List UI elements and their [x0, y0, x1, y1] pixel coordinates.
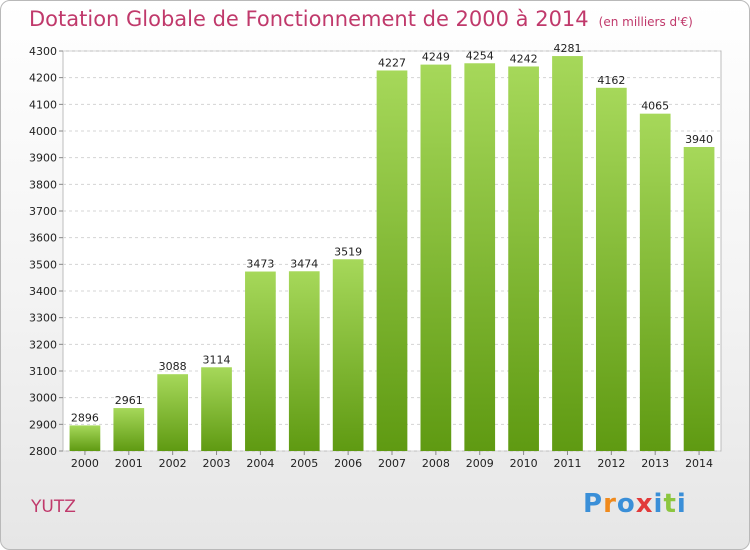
chart-subtitle: (en milliers d'€)	[598, 15, 693, 29]
x-tick-label: 2014	[685, 457, 713, 470]
bar-value-label: 3088	[159, 360, 187, 373]
logo-letter: r	[603, 489, 617, 519]
x-tick-label: 2011	[553, 457, 581, 470]
y-tick-label: 3400	[29, 285, 57, 298]
bar-value-label: 3473	[246, 258, 274, 271]
x-tick-label: 2005	[290, 457, 318, 470]
bar-value-label: 2896	[71, 411, 99, 424]
y-tick-label: 4300	[29, 45, 57, 58]
bar	[157, 374, 189, 451]
x-tick-label: 2008	[422, 457, 450, 470]
x-tick-label: 2002	[159, 457, 187, 470]
bar	[376, 70, 408, 451]
bar	[69, 425, 101, 451]
bar	[245, 271, 276, 451]
y-tick-label: 4000	[29, 125, 57, 138]
x-tick-label: 2003	[203, 457, 231, 470]
bar-value-label: 4227	[378, 56, 406, 69]
x-tick-label: 2009	[466, 457, 494, 470]
x-tick-label: 2007	[378, 457, 406, 470]
x-tick-label: 2010	[510, 457, 538, 470]
x-tick-label: 2000	[71, 457, 99, 470]
y-tick-label: 2900	[29, 418, 57, 431]
bar	[420, 64, 452, 451]
x-tick-label: 2001	[115, 457, 143, 470]
bar-value-label: 4254	[466, 49, 494, 62]
bar-value-label: 4162	[597, 74, 625, 87]
bar-value-label: 4065	[641, 100, 669, 113]
bar	[201, 367, 232, 451]
bar-value-label: 3940	[685, 133, 713, 146]
bar	[639, 113, 671, 452]
y-tick-label: 2800	[29, 445, 57, 458]
bar-value-label: 3474	[290, 257, 318, 270]
y-tick-label: 3500	[29, 258, 57, 271]
logo-letter: i	[653, 489, 664, 519]
bar	[464, 63, 496, 452]
bar	[288, 271, 320, 451]
bar	[683, 147, 715, 451]
y-tick-label: 4200	[29, 72, 57, 85]
bar	[508, 66, 539, 451]
x-tick-label: 2012	[597, 457, 625, 470]
bar-value-label: 3114	[203, 353, 231, 366]
y-tick-label: 3000	[29, 392, 57, 405]
logo-letter: P	[583, 489, 604, 519]
chart-title: Dotation Globale de Fonctionnement de 20…	[29, 7, 693, 31]
bar-value-label: 3519	[334, 245, 362, 258]
y-tick-label: 3800	[29, 178, 57, 191]
y-tick-label: 3300	[29, 312, 57, 325]
y-tick-label: 3600	[29, 232, 57, 245]
bar	[113, 408, 145, 451]
x-tick-label: 2006	[334, 457, 362, 470]
bar	[595, 87, 627, 452]
bar	[552, 56, 583, 452]
proxiti-logo: Proxiti	[583, 489, 687, 519]
y-tick-label: 3100	[29, 365, 57, 378]
y-tick-label: 4100	[29, 98, 57, 111]
y-tick-label: 3900	[29, 152, 57, 165]
bar-value-label: 4281	[553, 42, 581, 55]
bar-value-label: 2961	[115, 394, 143, 407]
x-tick-label: 2013	[641, 457, 669, 470]
bar-value-label: 4242	[510, 52, 538, 65]
logo-letter: t	[663, 489, 677, 519]
logo-letter: o	[616, 489, 636, 519]
city-name: YUTZ	[31, 497, 76, 517]
bar	[332, 259, 364, 451]
y-tick-label: 3200	[29, 338, 57, 351]
x-tick-label: 2004	[246, 457, 274, 470]
bar-value-label: 4249	[422, 51, 450, 64]
y-tick-label: 3700	[29, 205, 57, 218]
logo-letter: x	[635, 489, 654, 519]
chart-title-text: Dotation Globale de Fonctionnement de 20…	[29, 7, 589, 31]
logo-letter: i	[676, 489, 687, 519]
